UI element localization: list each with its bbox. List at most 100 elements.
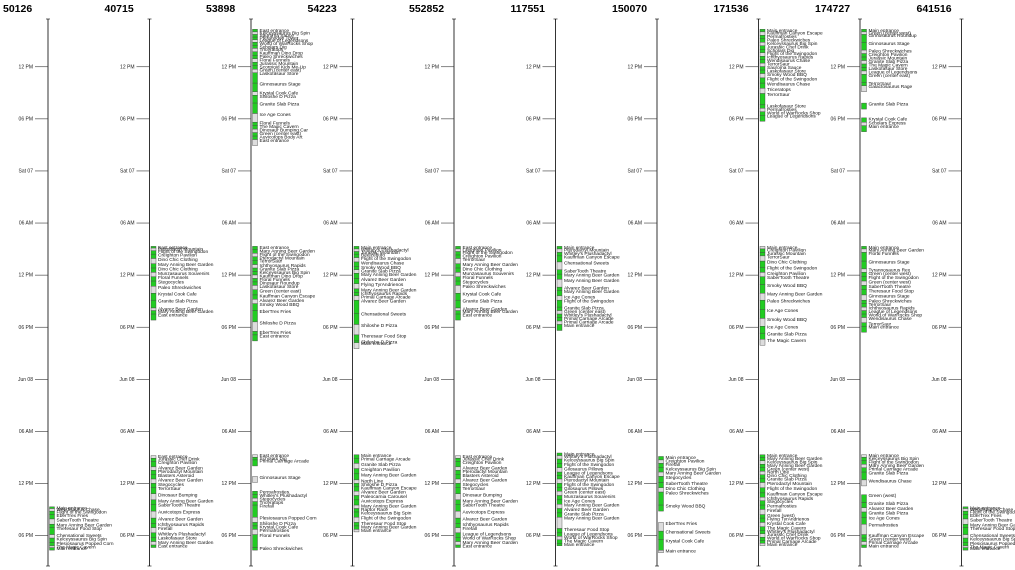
event-label: Triceratops: [767, 87, 791, 93]
event-bar: [353, 495, 360, 501]
event-bar: [861, 317, 867, 323]
tick-label: 12 PM: [19, 273, 33, 279]
event-label: Main entrance: [57, 546, 88, 552]
event-bar: [252, 113, 258, 123]
event-bar: [759, 246, 766, 250]
event-bar: [962, 542, 969, 547]
event-bar: [556, 317, 563, 322]
event-label: Scholars Dig: [767, 48, 795, 54]
event-bar: [861, 299, 867, 304]
event-bar: [353, 299, 360, 314]
event-bar: [759, 115, 766, 122]
tick-label: 12 PM: [729, 481, 743, 487]
event-label: Granite Slab Pizza: [869, 511, 909, 517]
event-label: Paleo Shreckwiches: [767, 37, 811, 43]
event-bar: [252, 303, 258, 311]
event-bar: [556, 490, 563, 496]
event-bar: [962, 527, 969, 535]
event-bar: [252, 310, 258, 323]
tick-label: 06 PM: [526, 533, 540, 539]
event-bar: [150, 267, 157, 273]
event-bar: [861, 511, 867, 518]
event-bar: [353, 499, 360, 506]
event-label: Krystal Cook Cafe: [463, 292, 502, 298]
timeline-column: 117551 12 PM 06 PM Sat 07 06 AM 12 PM 06 PM Jun…: [511, 3, 620, 567]
event-bar: [556, 310, 563, 315]
event-bar: [252, 490, 258, 495]
event-label: Main entrance: [869, 453, 900, 459]
event-bar: [861, 268, 867, 273]
event-label: Flight of the Swingodon: [869, 275, 919, 281]
event-label: Whitley's Plushadactyl: [361, 247, 409, 253]
event-label: Floral Funnels: [260, 277, 291, 283]
event-label: East entrance: [463, 245, 493, 251]
event-label: Jurassic Mountain: [361, 250, 400, 256]
event-label: Permafrosties: [767, 504, 797, 510]
event-label: Mary Anning Beer Garden: [361, 524, 417, 530]
event-bar: [556, 467, 563, 473]
event-label: Mary Anning Beer Garden: [767, 292, 823, 298]
event-label: TerrorSaur: [767, 92, 790, 98]
event-bar: [455, 455, 461, 459]
event-bar: [455, 474, 461, 480]
event-label: Main entrance: [767, 542, 798, 548]
event-bar: [455, 532, 461, 538]
event-label: Jurassic Mountain: [260, 61, 299, 67]
column-header: 50126: [3, 3, 32, 15]
event-bar: [252, 281, 258, 286]
tick-label: 12 PM: [425, 273, 439, 279]
event-label: Blasters Asteroid: [463, 473, 499, 479]
event-bar: [759, 487, 766, 494]
event-bar: [759, 467, 766, 472]
event-label: Green (center east): [260, 68, 302, 74]
event-bar: [759, 29, 766, 33]
event-label: East entrance: [158, 313, 188, 319]
tick-label: 06 AM: [729, 429, 743, 435]
event-bar: [150, 263, 157, 269]
event-bar: [252, 517, 258, 523]
event-label: Granite Slab Pizza: [767, 332, 807, 338]
tick-label: 12 PM: [425, 481, 439, 487]
event-bar: [353, 248, 360, 252]
event-bar: [252, 58, 258, 63]
event-bar: [861, 289, 867, 296]
event-label: Kauffman Canyon Escape: [564, 254, 620, 260]
event-label: EberTrex Fries: [970, 513, 1002, 519]
event-label: Floral Funnels: [260, 57, 291, 63]
event-bar: [455, 258, 461, 264]
event-bar: [556, 528, 563, 534]
event-bar: [658, 456, 664, 461]
event-bar: [353, 288, 360, 293]
event-bar: [759, 35, 766, 40]
event-label: Chensational Sweets: [361, 312, 407, 318]
tick-label: 12 PM: [628, 64, 642, 70]
event-label: Chensational Sweets: [57, 533, 103, 539]
event-label: Whitley's Plushadactyl: [158, 531, 206, 537]
event-bar: [861, 56, 867, 61]
event-bar: [861, 467, 867, 473]
timeline-column: 150070 12 PM 06 PM Sat 07 06 AM 12 PM 06 PM Jun…: [612, 3, 721, 567]
event-label: Kauffman Dino Drop: [260, 274, 304, 280]
event-bar: [353, 517, 360, 523]
event-bar: [556, 279, 563, 288]
event-bar: [150, 272, 157, 277]
event-label: Paleo Shreckwiches: [869, 49, 913, 55]
event-label: Main entrance: [869, 124, 900, 130]
event-bar: [455, 470, 461, 475]
event-label: Mary Anning Beer Garden: [158, 309, 214, 315]
event-label: Granite Slab Pizza: [463, 299, 503, 305]
event-bar: [759, 77, 766, 84]
tick-label: 06 AM: [19, 221, 33, 227]
event-bar: [49, 514, 55, 520]
event-bar: [252, 42, 258, 46]
event-bar: [759, 526, 766, 531]
event-label: Permafrosties: [260, 490, 290, 496]
event-bar: [556, 299, 563, 308]
event-label: Mary Anning Beer Garden: [463, 262, 519, 268]
event-bar: [759, 276, 766, 285]
event-bar: [962, 508, 969, 512]
event-bar: [556, 261, 563, 270]
event-label: Granite Slab Pizza: [260, 102, 300, 108]
event-label: Floral Funnels: [869, 251, 900, 257]
event-label: Sauroma Sauce: [767, 65, 802, 71]
